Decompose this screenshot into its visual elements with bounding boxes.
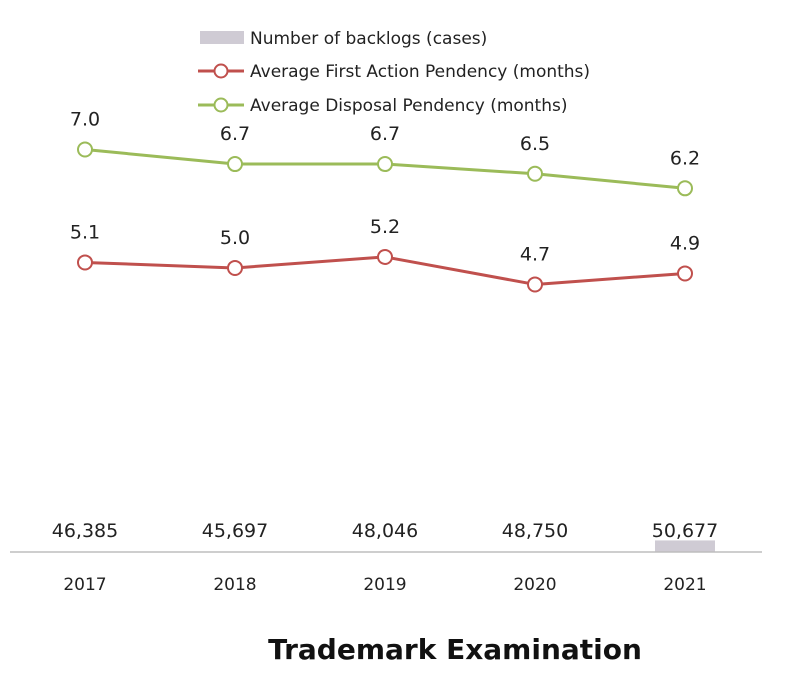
- bar-value-label-2019: 48,046: [352, 520, 418, 542]
- disposal-label-2021: 6.2: [670, 147, 700, 169]
- disposal-label-2017: 7.0: [70, 109, 100, 131]
- bar-2021: [655, 540, 715, 552]
- chart-title: Trademark Examination: [268, 633, 642, 666]
- disposal-point-2021: [678, 181, 692, 195]
- first-action-label-2021: 4.9: [670, 232, 700, 254]
- disposal-label-2020: 6.5: [520, 133, 550, 155]
- bars-layer: [655, 540, 715, 552]
- lines-layer: 5.1 5.0 5.2 4.7 4.9 7.0 6.7 6.7 6.5 6.2: [70, 109, 700, 292]
- bar-value-label-2020: 48,750: [502, 520, 568, 542]
- first-action-point-2018: [228, 261, 242, 275]
- x-tick-label-2019: 2019: [363, 575, 406, 595]
- x-tick-label-2017: 2017: [63, 575, 106, 595]
- x-tick-label-2020: 2020: [513, 575, 556, 595]
- disposal-label-2018: 6.7: [220, 123, 250, 145]
- bar-value-labels: 46,385 45,697 48,046 48,750 50,677: [52, 520, 718, 542]
- legend-swatch-disposal-marker: [215, 99, 228, 112]
- first-action-point-2020: [528, 277, 542, 291]
- first-action-label-2019: 5.2: [370, 216, 400, 238]
- first-action-label-2020: 4.7: [520, 243, 550, 265]
- first-action-label-2017: 5.1: [70, 221, 100, 243]
- bar-value-label-2017: 46,385: [52, 520, 118, 542]
- x-axis-ticks: 2017 2018 2019 2020 2021: [63, 575, 706, 595]
- legend-swatch-first-action-marker: [215, 65, 228, 78]
- first-action-label-2018: 5.0: [220, 227, 250, 249]
- x-tick-label-2021: 2021: [663, 575, 706, 595]
- bar-value-label-2018: 45,697: [202, 520, 268, 542]
- bar-value-label-2021: 50,677: [652, 520, 718, 542]
- first-action-point-2019: [378, 250, 392, 264]
- disposal-point-2020: [528, 167, 542, 181]
- legend-label-first-action: Average First Action Pendency (months): [250, 62, 590, 82]
- disposal-label-2019: 6.7: [370, 123, 400, 145]
- legend-swatch-backlogs: [200, 31, 244, 44]
- legend-label-disposal: Average Disposal Pendency (months): [250, 96, 568, 116]
- disposal-point-2019: [378, 157, 392, 171]
- first-action-point-2021: [678, 266, 692, 280]
- legend-label-backlogs: Number of backlogs (cases): [250, 29, 487, 49]
- disposal-point-2018: [228, 157, 242, 171]
- legend: Number of backlogs (cases) Average First…: [198, 29, 590, 116]
- disposal-point-2017: [78, 143, 92, 157]
- first-action-point-2017: [78, 255, 92, 269]
- x-tick-label-2018: 2018: [213, 575, 256, 595]
